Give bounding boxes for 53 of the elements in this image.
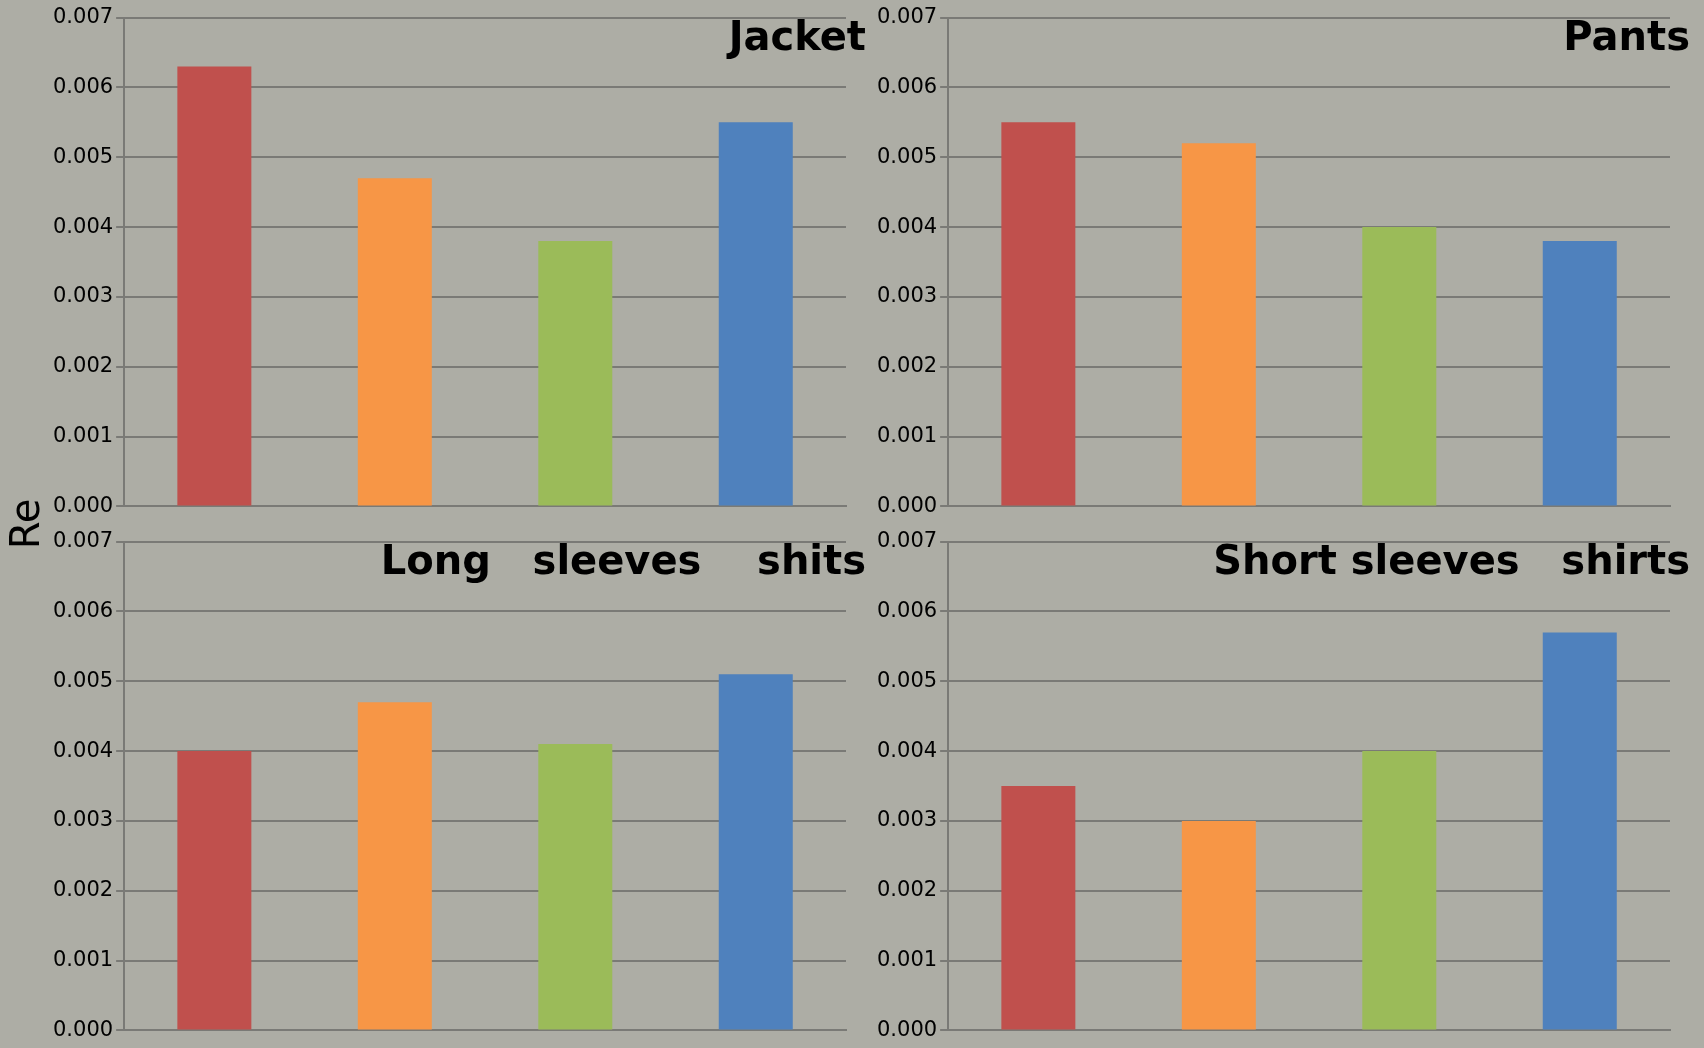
y-tick-label: 0.005 bbox=[876, 667, 938, 692]
y-tick-label: 0.001 bbox=[876, 947, 938, 972]
bar bbox=[1542, 632, 1617, 1030]
y-tick-label: 0.007 bbox=[876, 528, 938, 553]
y-tick-label: 0.003 bbox=[876, 283, 938, 308]
y-tick-label: 0.004 bbox=[52, 213, 114, 238]
y-tick-label: 0.004 bbox=[876, 213, 938, 238]
bar bbox=[1362, 227, 1437, 506]
y-tick-label: 0.000 bbox=[52, 1016, 114, 1041]
y-axis-title: Re bbox=[2, 498, 49, 550]
y-tick-label: 0.005 bbox=[52, 143, 114, 168]
bar bbox=[718, 674, 793, 1030]
bar bbox=[1181, 143, 1256, 506]
bar bbox=[357, 178, 432, 506]
y-tick-label: 0.005 bbox=[52, 667, 114, 692]
y-tick-label: 0.000 bbox=[52, 492, 114, 517]
y-tick-label: 0.003 bbox=[876, 807, 938, 832]
bar bbox=[1362, 751, 1437, 1030]
y-tick-label: 0.002 bbox=[52, 877, 114, 902]
y-tick-label: 0.005 bbox=[876, 143, 938, 168]
bar bbox=[1001, 786, 1076, 1030]
y-tick-label: 0.002 bbox=[52, 353, 114, 378]
y-tick-label: 0.001 bbox=[52, 423, 114, 448]
y-tick-label: 0.004 bbox=[876, 737, 938, 762]
y-tick-label: 0.006 bbox=[876, 73, 938, 98]
bar bbox=[1181, 820, 1256, 1030]
y-tick-label: 0.007 bbox=[52, 4, 114, 29]
bar bbox=[357, 702, 432, 1030]
y-tick-label: 0.001 bbox=[876, 423, 938, 448]
y-tick-label: 0.001 bbox=[52, 947, 114, 972]
y-tick-label: 0.000 bbox=[876, 1016, 938, 1041]
y-tick-label: 0.007 bbox=[52, 528, 114, 553]
bar bbox=[718, 122, 793, 506]
y-tick-label: 0.002 bbox=[876, 353, 938, 378]
chart-title: Jacket bbox=[725, 12, 866, 59]
y-tick-label: 0.003 bbox=[52, 283, 114, 308]
y-tick-label: 0.007 bbox=[876, 4, 938, 29]
bar bbox=[177, 751, 252, 1030]
chart-title: Pants bbox=[1563, 12, 1690, 59]
y-tick-label: 0.000 bbox=[876, 492, 938, 517]
bar bbox=[177, 66, 252, 506]
bar bbox=[1001, 122, 1076, 506]
y-tick-label: 0.003 bbox=[52, 807, 114, 832]
bar bbox=[538, 744, 613, 1030]
chart-title: Short sleeves shirts bbox=[1213, 536, 1690, 583]
bar bbox=[1542, 241, 1617, 506]
y-tick-label: 0.006 bbox=[52, 597, 114, 622]
y-tick-label: 0.004 bbox=[52, 737, 114, 762]
chart-title: Long sleeves shits bbox=[380, 536, 866, 583]
y-tick-label: 0.002 bbox=[876, 877, 938, 902]
bar bbox=[538, 241, 613, 506]
y-tick-label: 0.006 bbox=[876, 597, 938, 622]
y-tick-label: 0.006 bbox=[52, 73, 114, 98]
